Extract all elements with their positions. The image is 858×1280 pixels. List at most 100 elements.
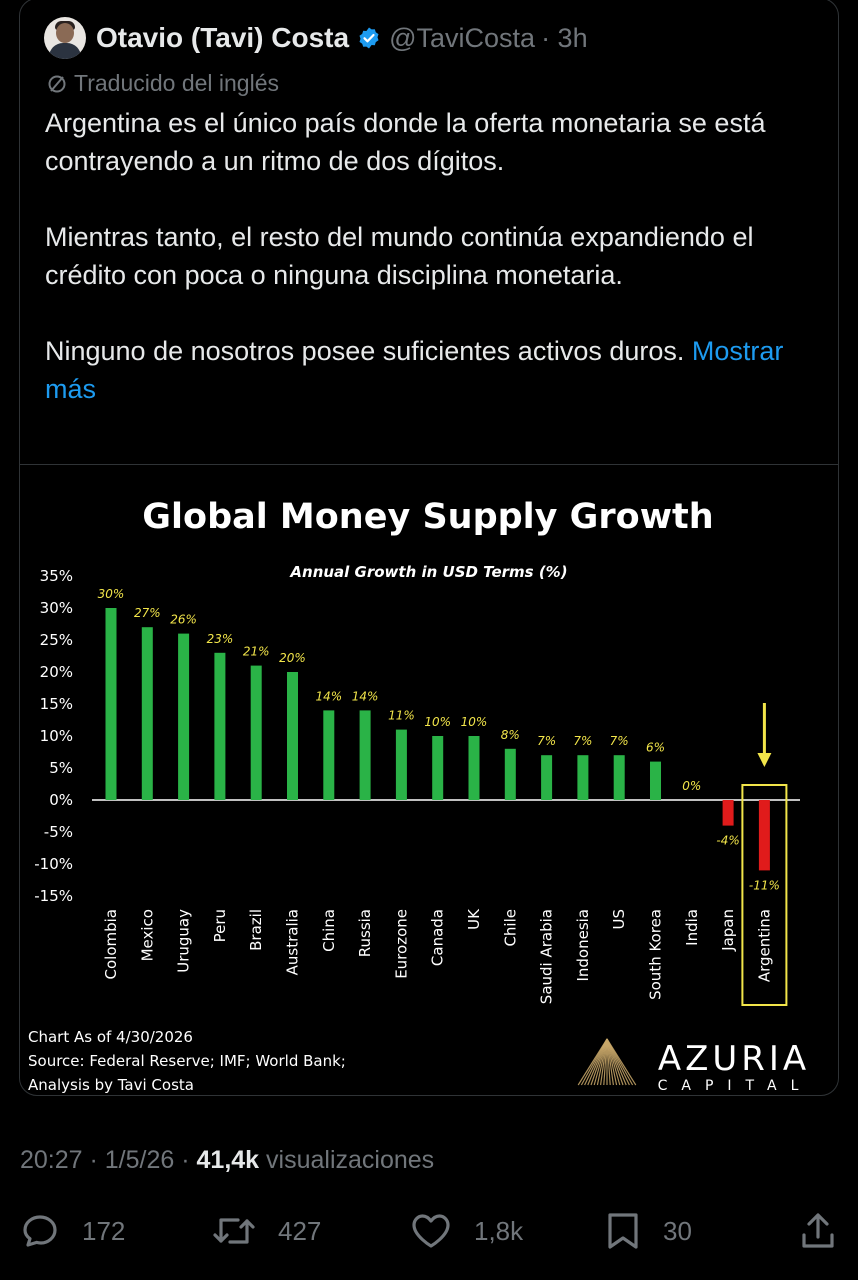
data-label: 7% [537, 734, 556, 748]
data-label: 10% [424, 715, 451, 729]
y-tick-label: 35% [40, 567, 73, 585]
reply-icon [23, 1215, 57, 1247]
bar-mexico [141, 627, 153, 800]
tweet-paragraph: Mientras tanto, el resto del mundo conti… [45, 222, 754, 290]
reply-count: 172 [82, 1215, 126, 1246]
x-tick-label: Russia [356, 909, 374, 957]
like-button[interactable]: 1,8k [410, 1205, 523, 1257]
tweet-meta: 20:27 · 1/5/26 · 41,4k visualizaciones [20, 1146, 434, 1175]
bar-colombia [105, 608, 117, 800]
bar-china [323, 710, 335, 800]
media-divider [19, 464, 839, 465]
data-label: 11% [388, 709, 415, 723]
chart-footnote: Source: Federal Reserve; IMF; World Bank… [28, 1052, 346, 1070]
y-tick-label: -15% [34, 887, 73, 905]
x-tick-label: Eurozone [392, 909, 410, 979]
x-tick-label: Peru [211, 909, 229, 942]
x-tick-label: China [320, 909, 338, 952]
tweet-text: Argentina es el único país donde la ofer… [45, 104, 815, 408]
y-tick-label: -5% [44, 823, 73, 841]
x-tick-label: Brazil [247, 909, 265, 951]
bar-eurozone [395, 729, 407, 800]
down-arrow-icon [757, 703, 772, 767]
x-tick-label: UK [465, 908, 483, 930]
show-more-link[interactable]: Mostrar más [45, 336, 784, 404]
x-tick-label: South Korea [647, 909, 665, 1000]
x-tick-label: India [683, 909, 701, 946]
data-label: 0% [682, 779, 701, 793]
tweet-paragraph: Argentina es el único país donde la ofer… [45, 108, 766, 176]
bar-russia [359, 710, 371, 800]
data-label: 14% [315, 689, 342, 703]
y-tick-label: 15% [40, 695, 73, 713]
author-handle[interactable]: @TaviCosta [389, 22, 536, 53]
repost-count: 427 [278, 1215, 322, 1246]
y-tick-label: 0% [49, 791, 73, 809]
data-label: 23% [207, 632, 234, 646]
logo-subtext: CAPITAL [658, 1078, 813, 1093]
y-tick-label: 20% [40, 663, 73, 681]
bar-south-korea [650, 761, 661, 800]
bookmark-icon [608, 1213, 638, 1249]
post-timestamp[interactable]: 20:27 · 1/5/26 · [20, 1146, 190, 1174]
bar-australia [287, 672, 298, 800]
data-label: 30% [98, 587, 125, 601]
x-tick-label: Argentina [755, 909, 773, 982]
bookmark-button[interactable]: 30 [605, 1205, 692, 1257]
logo-ray [606, 1038, 637, 1086]
author-name[interactable]: Otavio (Tavi) Costa [96, 22, 350, 53]
heart-icon [412, 1214, 450, 1248]
x-tick-label: Japan [719, 909, 737, 952]
share-icon [802, 1213, 834, 1248]
y-tick-label: -10% [34, 855, 73, 873]
logo-text: AZURIA [658, 1039, 810, 1079]
reply-button[interactable]: 172 [20, 1205, 125, 1257]
data-label: 7% [610, 734, 629, 748]
chart-footnote: Analysis by Tavi Costa [28, 1076, 194, 1093]
data-label: 14% [352, 689, 379, 703]
bar-indonesia [577, 755, 589, 800]
data-label: 6% [646, 741, 665, 755]
argentina-highlight-box [741, 784, 788, 1006]
translation-notice[interactable]: Traducido del inglés [46, 70, 279, 97]
bar-peru [214, 652, 226, 800]
like-count: 1,8k [474, 1215, 524, 1246]
views-count: 41,4k [196, 1146, 260, 1174]
azuria-logo-icon [577, 1038, 637, 1086]
translate-icon [48, 75, 66, 92]
share-button[interactable] [798, 1205, 858, 1257]
bookmark-count: 30 [663, 1215, 692, 1246]
data-label: 20% [279, 651, 306, 665]
x-tick-label: Mexico [138, 909, 156, 961]
bar-saudi-arabia [541, 755, 553, 800]
bar-japan [722, 800, 734, 826]
x-tick-label: Canada [429, 909, 447, 966]
azuria-logo: AZURIA CAPITAL [577, 1038, 813, 1093]
x-tick-label: Saudi Arabia [538, 909, 556, 1004]
tweet-paragraph: Ninguno de nosotros posee suficientes ac… [45, 332, 815, 408]
data-label: 26% [170, 613, 197, 627]
chart-image[interactable]: Global Money Supply Growth Annual Growth… [20, 465, 838, 1093]
bar-chile [504, 748, 516, 800]
x-tick-label: Colombia [102, 909, 120, 980]
x-tick-label: Indonesia [574, 909, 592, 982]
x-tick-label: Uruguay [175, 909, 193, 973]
chart-subtitle: Annual Growth in USD Terms (%) [289, 563, 567, 581]
translation-label: Traducido del inglés [74, 70, 279, 96]
arrow-head [757, 753, 772, 767]
repost-button[interactable]: 427 [212, 1205, 321, 1257]
bar-uruguay [178, 633, 190, 800]
chart-title: Global Money Supply Growth [142, 497, 713, 537]
data-label: -11% [749, 878, 780, 892]
repost-icon [213, 1218, 255, 1244]
data-label: -4% [716, 834, 739, 848]
x-tick-label: US [610, 909, 628, 930]
bar-brazil [250, 665, 262, 800]
views-label: visualizaciones [266, 1146, 435, 1174]
bar-uk [468, 736, 480, 800]
data-label: 8% [501, 728, 520, 742]
y-tick-label: 25% [40, 631, 73, 649]
avatar[interactable] [44, 17, 86, 59]
post-time[interactable]: · 3h [541, 22, 588, 53]
verified-badge-icon [359, 27, 379, 49]
